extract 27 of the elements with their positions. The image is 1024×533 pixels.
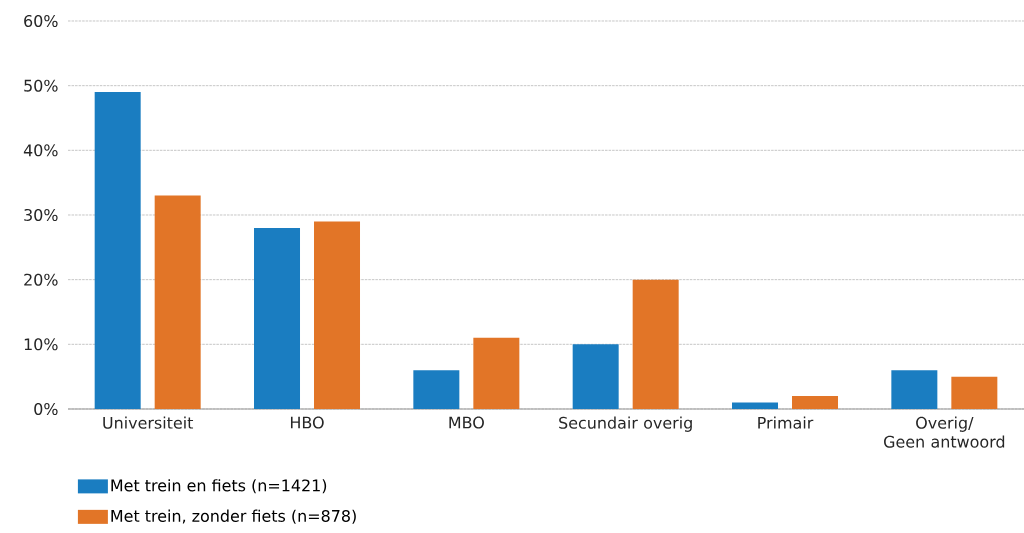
x-tick-label: HBO: [290, 416, 324, 429]
x-tick-label: Universiteit: [103, 416, 194, 429]
bar: [254, 227, 301, 409]
x-tick-label: Secundair overig: [559, 416, 692, 432]
legend-label: Met trein en fiets (n=1421): [111, 479, 327, 494]
bar: [314, 221, 361, 409]
x-tick-label: Overig/ Geen antwoord: [884, 416, 1005, 448]
bar: [951, 376, 998, 409]
y-tick-label: 10%: [24, 338, 58, 351]
legend-label: Met trein, zonder fiets (n=878): [111, 509, 356, 524]
x-tick-label: MBO: [449, 416, 484, 429]
y-tick-label: 20%: [24, 273, 58, 286]
bar: [632, 279, 679, 409]
y-tick-label: 60%: [24, 14, 58, 28]
y-tick-label: 40%: [23, 144, 58, 157]
y-tick-label: 30%: [24, 208, 58, 222]
bar: [732, 402, 779, 409]
bar: [891, 370, 938, 409]
bar: [572, 344, 619, 409]
bar: [94, 92, 141, 409]
bar: [473, 337, 520, 409]
y-tick-label: 0%: [34, 402, 58, 416]
bar: [792, 396, 839, 409]
bar: [154, 195, 201, 409]
y-tick-label: 50%: [24, 79, 58, 92]
bar: [413, 370, 460, 409]
x-tick-label: Primair: [758, 416, 814, 429]
